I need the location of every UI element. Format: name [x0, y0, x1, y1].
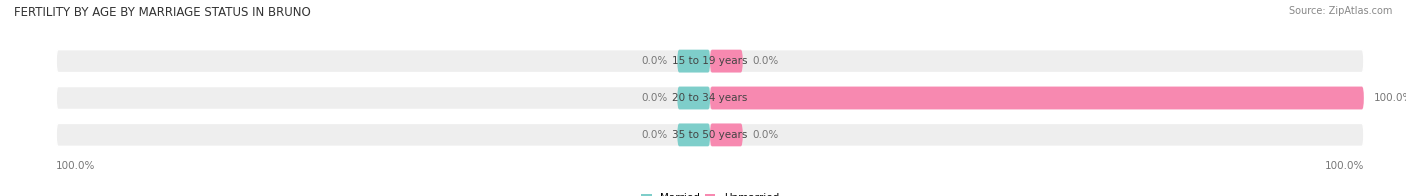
FancyBboxPatch shape — [56, 50, 1364, 73]
Text: Source: ZipAtlas.com: Source: ZipAtlas.com — [1288, 6, 1392, 16]
FancyBboxPatch shape — [710, 87, 1364, 109]
Text: 0.0%: 0.0% — [641, 56, 668, 66]
FancyBboxPatch shape — [710, 123, 742, 146]
FancyBboxPatch shape — [710, 50, 742, 73]
FancyBboxPatch shape — [678, 123, 710, 146]
FancyBboxPatch shape — [678, 50, 710, 73]
Text: 15 to 19 years: 15 to 19 years — [672, 56, 748, 66]
Text: FERTILITY BY AGE BY MARRIAGE STATUS IN BRUNO: FERTILITY BY AGE BY MARRIAGE STATUS IN B… — [14, 6, 311, 19]
FancyBboxPatch shape — [678, 87, 710, 109]
Text: 100.0%: 100.0% — [1324, 161, 1364, 171]
Text: 100.0%: 100.0% — [1374, 93, 1406, 103]
Text: 0.0%: 0.0% — [641, 130, 668, 140]
FancyBboxPatch shape — [56, 123, 1364, 146]
FancyBboxPatch shape — [56, 87, 1364, 109]
Text: 0.0%: 0.0% — [752, 56, 779, 66]
Text: 35 to 50 years: 35 to 50 years — [672, 130, 748, 140]
Text: 100.0%: 100.0% — [56, 161, 96, 171]
Text: 0.0%: 0.0% — [641, 93, 668, 103]
Text: 20 to 34 years: 20 to 34 years — [672, 93, 748, 103]
Text: 0.0%: 0.0% — [752, 130, 779, 140]
Legend: Married, Unmarried: Married, Unmarried — [641, 193, 779, 196]
